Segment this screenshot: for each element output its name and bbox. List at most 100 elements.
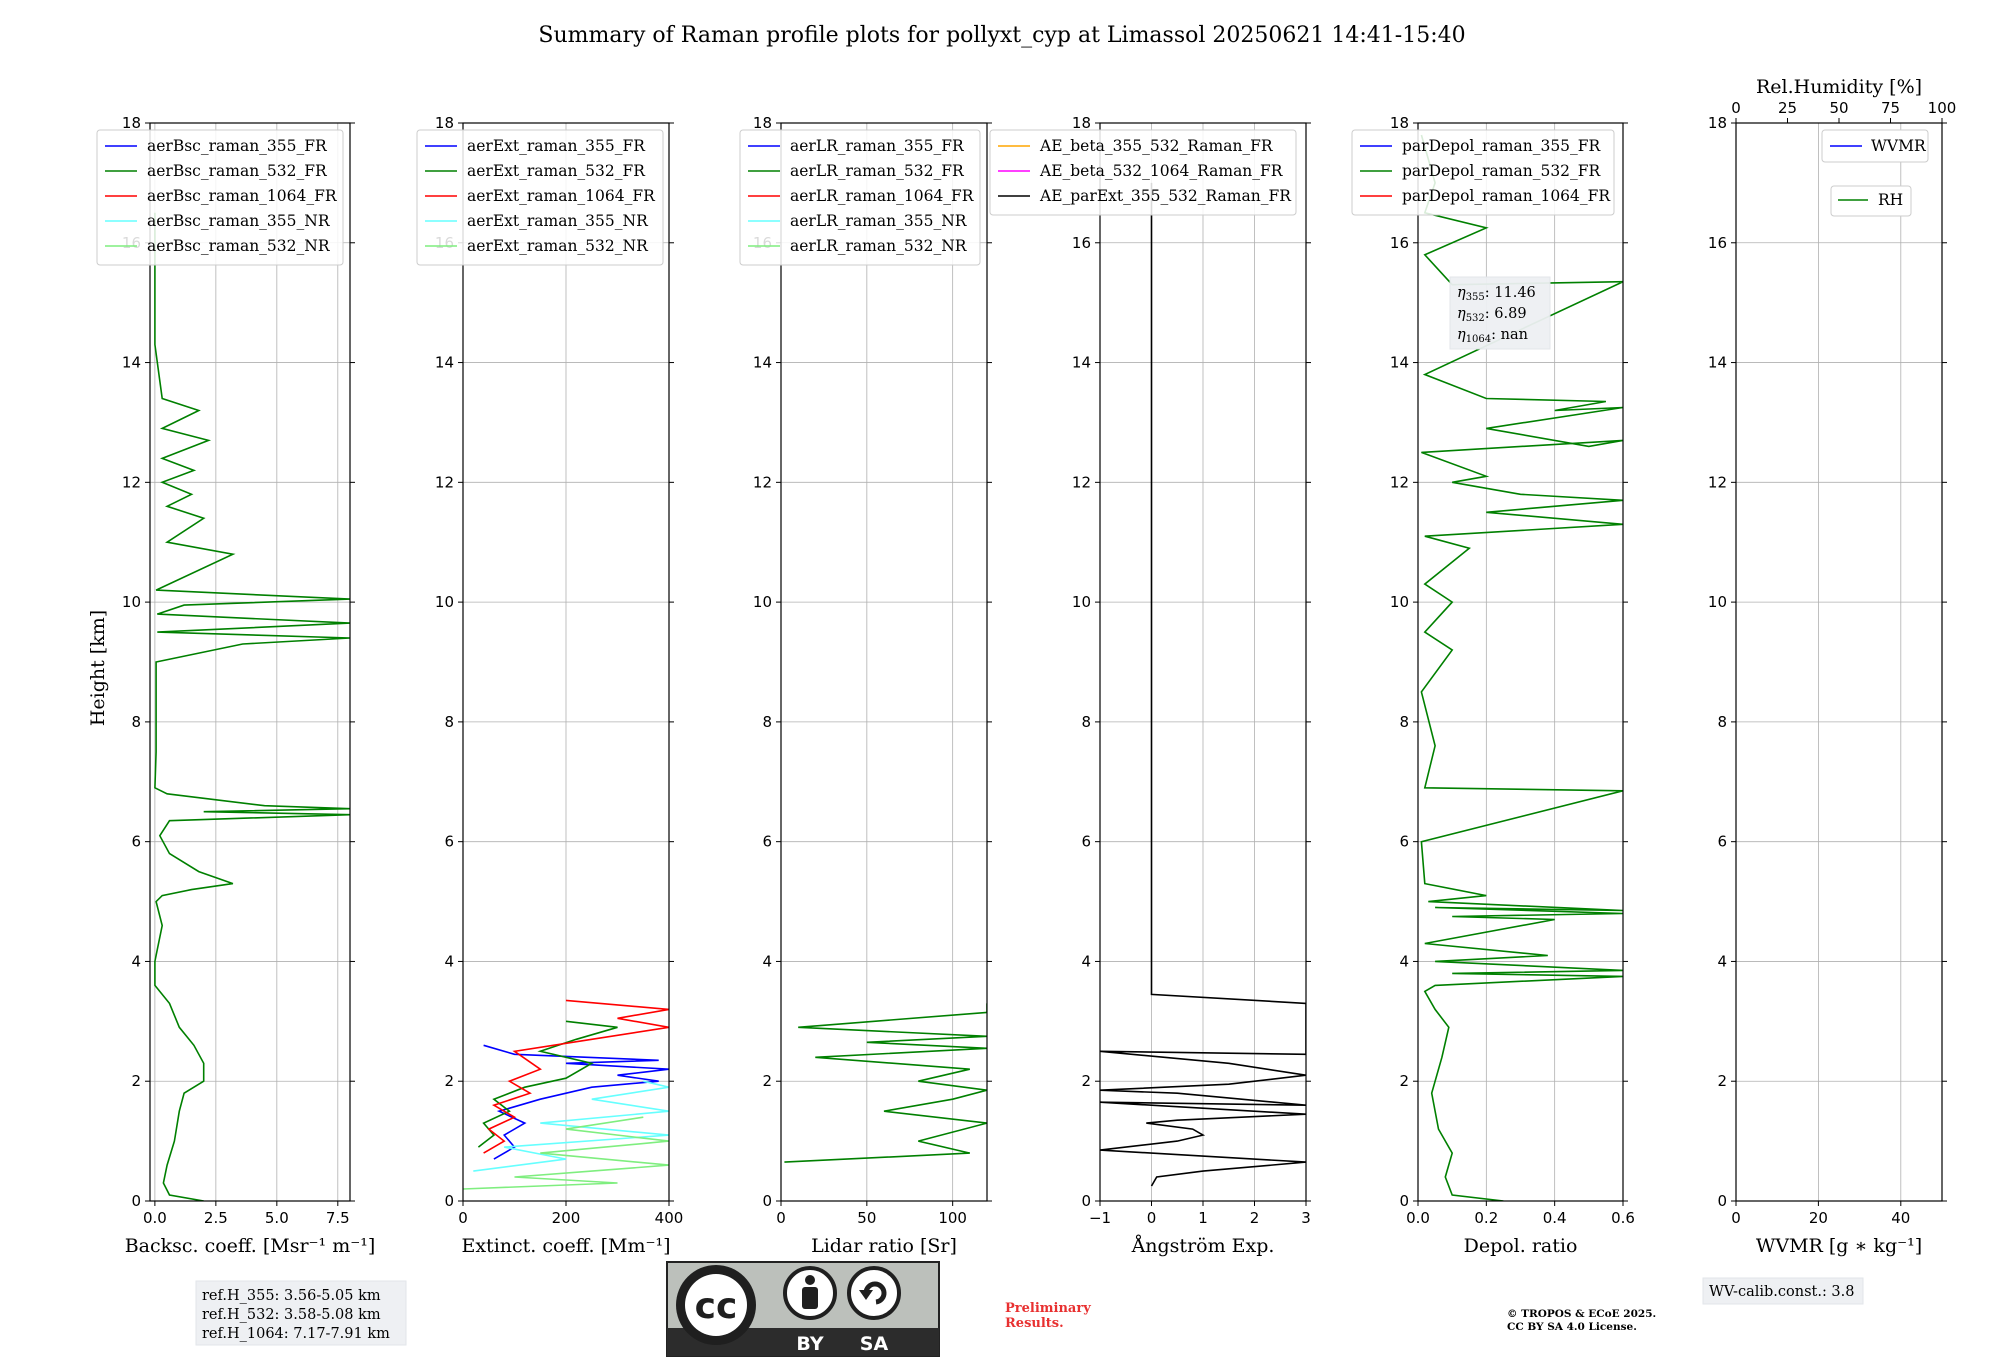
plot-frame — [1735, 122, 1943, 1202]
eta-355: η355: 11.46 — [1457, 285, 1536, 303]
y-tick-label: 8 — [1717, 713, 1727, 731]
legend-label: parDepol_raman_355_FR — [1402, 137, 1602, 155]
y-tick-label: 2 — [1399, 1072, 1409, 1090]
y-tick-label: 12 — [122, 473, 141, 491]
y-tick-label: 14 — [122, 354, 141, 372]
y-tick-label: 0 — [1081, 1192, 1091, 1210]
plot-frame — [1417, 122, 1624, 1202]
y-tick-label: 4 — [762, 952, 772, 970]
legend-label: parDepol_raman_532_FR — [1402, 162, 1602, 180]
y-tick-label: 14 — [753, 354, 772, 372]
legend-label: aerLR_raman_355_FR — [790, 137, 965, 155]
y-tick-label: 18 — [753, 114, 772, 132]
reference-height-box: ref.H_355: 3.56-5.05 km ref.H_532: 3.58-… — [195, 1280, 407, 1346]
y-tick-label: 6 — [1081, 833, 1091, 851]
x-tick-label: 0.0 — [143, 1209, 167, 1227]
y-tick-label: 0 — [1717, 1192, 1727, 1210]
y-tick-label: 4 — [131, 952, 141, 970]
series-line-aerExt_raman_355_FR — [483, 1044, 669, 1160]
legend-label: aerBsc_raman_532_NR — [147, 237, 331, 255]
legend-label: AE_beta_355_532_Raman_FR — [1039, 137, 1274, 155]
y-tick-label: 16 — [1390, 234, 1409, 252]
y-tick-label: 8 — [131, 713, 141, 731]
eta-1064: η1064: nan — [1457, 327, 1528, 345]
y-tick-label: 4 — [1717, 952, 1727, 970]
y-tick-label: 10 — [1390, 593, 1409, 611]
share-alike-icon — [847, 1266, 901, 1320]
y-tick-label: 2 — [1717, 1072, 1727, 1090]
height-axis-label: Height [km] — [87, 610, 109, 726]
y-tick-label: 2 — [444, 1072, 454, 1090]
y-tick-label: 2 — [762, 1072, 772, 1090]
ref-height-355: ref.H_355: 3.56-5.05 km — [202, 1288, 381, 1304]
x-tick-label: 20 — [1809, 1209, 1828, 1227]
x-axis-label: WVMR [g ∗ kg⁻¹] — [1756, 1235, 1922, 1257]
eta-532: η532: 6.89 — [1457, 306, 1527, 324]
y-tick-label: 10 — [122, 593, 141, 611]
legend-depol: parDepol_raman_355_FR parDepol_raman_532_… — [1351, 129, 1615, 216]
x2-tick-label: 75 — [1881, 99, 1900, 117]
legend-rh: RH — [1830, 185, 1912, 217]
legend-frame — [1821, 129, 1929, 163]
wv-calib-const: WV-calib.const.: 3.8 — [1709, 1284, 1855, 1300]
x-tick-label: 2 — [1250, 1209, 1260, 1227]
legend-frame — [1830, 185, 1912, 217]
x-axis-label: Backsc. coeff. [Msr⁻¹ m⁻¹] — [125, 1235, 376, 1257]
legend-lr: aerLR_raman_355_FR aerLR_raman_532_FR aerL… — [739, 129, 981, 266]
x-tick-label: 2.5 — [204, 1209, 228, 1227]
legend-ext: aerExt_raman_355_FR aerExt_raman_532_FRae… — [416, 129, 664, 266]
legend-frame — [416, 129, 664, 266]
y-tick-label: 14 — [435, 354, 454, 372]
legend-label: aerExt_raman_355_NR — [467, 212, 649, 230]
x-tick-label: 0 — [1147, 1209, 1157, 1227]
wv-calib-box: WV-calib.const.: 3.8 — [1702, 1277, 1864, 1305]
ref-height-1064: ref.H_1064: 7.17-7.91 km — [202, 1326, 390, 1342]
x-tick-label: 0 — [1731, 1209, 1741, 1227]
series-line-aerLR_raman_532_FR — [784, 1003, 987, 1163]
legend-label: WVMR — [1871, 137, 1927, 155]
panel-ext: 0246810121416180200400Extinct. coeff. [M… — [416, 114, 683, 1257]
x-tick-label: 0.4 — [1543, 1209, 1567, 1227]
y-tick-label: 16 — [1072, 234, 1091, 252]
y-tick-label: 0 — [444, 1192, 454, 1210]
x-tick-label: 200 — [552, 1209, 581, 1227]
legend-label: aerExt_raman_532_NR — [467, 237, 649, 255]
x-tick-label: 0 — [776, 1209, 786, 1227]
y-tick-label: 8 — [762, 713, 772, 731]
series-line-aerExt_raman_532_NR — [463, 1116, 669, 1190]
eta-box: η355: 11.46 η532: 6.89 η1064: nan — [1449, 276, 1551, 350]
series-line-aerExt_raman_355_NR — [473, 1080, 669, 1172]
legend-label: aerLR_raman_532_NR — [790, 237, 968, 255]
legend-frame — [96, 129, 344, 266]
license-sa-label: SA — [860, 1333, 889, 1355]
y-tick-label: 16 — [1708, 234, 1727, 252]
panel-lr: 024681012141618050100Lidar ratio [Sr]aer… — [739, 114, 992, 1257]
y-tick-label: 0 — [1399, 1192, 1409, 1210]
legend-label: AE_parExt_355_532_Raman_FR — [1039, 187, 1292, 205]
legend-label: RH — [1878, 191, 1903, 209]
y-tick-label: 6 — [444, 833, 454, 851]
y-tick-label: 6 — [131, 833, 141, 851]
x-tick-label: 1 — [1198, 1209, 1208, 1227]
x-tick-label: −1 — [1089, 1209, 1111, 1227]
y-tick-label: 2 — [1081, 1072, 1091, 1090]
preliminary-line-1: Preliminary — [1005, 1301, 1091, 1316]
cc-logo-text: cc — [695, 1286, 738, 1327]
y-tick-label: 14 — [1390, 354, 1409, 372]
legend-label: aerBsc_raman_532_FR — [147, 162, 328, 180]
legend-label: AE_beta_532_1064_Raman_FR — [1039, 162, 1284, 180]
x2-axis-label: Rel.Humidity [%] — [1756, 76, 1922, 98]
preliminary-line-2: Results. — [1005, 1316, 1064, 1331]
y-tick-label: 4 — [1399, 952, 1409, 970]
x-axis-label: Lidar ratio [Sr] — [811, 1235, 957, 1257]
y-tick-label: 2 — [131, 1072, 141, 1090]
y-tick-label: 12 — [435, 473, 454, 491]
legend-label: aerLR_raman_355_NR — [790, 212, 968, 230]
legend-frame — [1351, 129, 1615, 216]
y-tick-label: 18 — [435, 114, 454, 132]
x2-tick-label: 100 — [1928, 99, 1957, 117]
y-tick-label: 18 — [1708, 114, 1727, 132]
legend-label: aerLR_raman_532_FR — [790, 162, 965, 180]
